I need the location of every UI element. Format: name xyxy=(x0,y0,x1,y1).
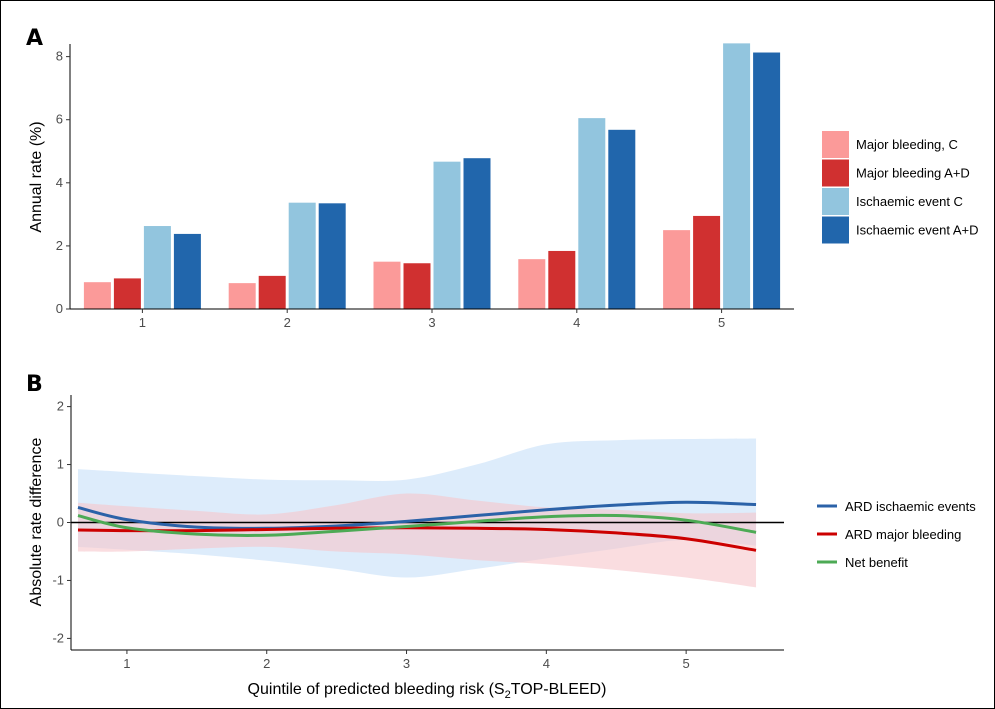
bar-q4-series-3 xyxy=(578,118,606,309)
panel-a-y-ticks: 0 2 4 6 8 xyxy=(56,49,70,316)
panel-b-y-ticks: -2 -1 0 1 2 xyxy=(52,399,71,645)
x-tick-label: 3 xyxy=(403,656,410,671)
bar-q4-series-2 xyxy=(548,250,576,309)
bar-q5-series-4 xyxy=(753,52,781,310)
y-tick-label: 4 xyxy=(56,175,63,190)
x-tick-label: 5 xyxy=(683,656,690,671)
bar-q1-series-3 xyxy=(143,226,171,309)
bar-q5-series-3 xyxy=(723,43,751,309)
x-tick-label: 2 xyxy=(284,315,291,330)
x-tick-label: 5 xyxy=(718,315,725,330)
legend-label-1: ARD ischaemic events xyxy=(845,499,976,514)
legend-swatch-2 xyxy=(822,159,849,187)
legend-swatch-4 xyxy=(822,216,849,244)
panel-a-bars xyxy=(83,43,781,310)
legend-label-3: Ischaemic event C xyxy=(856,194,963,209)
panel-a-legend: Major bleeding, C Major bleeding A+D Ischa… xyxy=(822,131,978,244)
series-line-1 xyxy=(77,500,757,530)
panel-a-bar-chart: 0 2 4 6 8 1 2 3 4 5 Annual rate (%) Major bleedi… xyxy=(28,43,978,330)
series-line-3 xyxy=(77,513,757,537)
y-tick-label: 0 xyxy=(57,515,64,530)
x-tick-label: 1 xyxy=(123,656,130,671)
bar-q3-series-3 xyxy=(433,161,461,309)
y-tick-label: 8 xyxy=(56,49,63,64)
y-tick-label: 1 xyxy=(57,457,64,472)
y-tick-label: -1 xyxy=(52,572,64,587)
bar-q3-series-2 xyxy=(403,263,431,309)
bar-q1-series-1 xyxy=(83,282,111,309)
y-tick-label: 0 xyxy=(56,301,63,316)
x-tick-label: 3 xyxy=(428,315,435,330)
panel-b-confidence-bands xyxy=(77,438,757,588)
bar-q2-series-3 xyxy=(288,202,316,309)
bar-q1-series-2 xyxy=(113,278,141,309)
panel-a-x-ticks: 1 2 3 4 5 xyxy=(139,309,725,330)
legend-label-1: Major bleeding, C xyxy=(856,137,958,152)
panel-b-letter: B xyxy=(26,372,43,397)
legend-label-4: Ischaemic event A+D xyxy=(856,223,978,238)
panel-b-lines xyxy=(77,500,757,552)
panel-b-legend: ARD ischaemic events ARD major bleeding Ne… xyxy=(817,499,976,570)
bar-q2-series-1 xyxy=(228,283,256,309)
legend-swatch-1 xyxy=(822,131,849,158)
panel-b-x-axis-title: Quintile of predicted bleeding risk (S2T… xyxy=(248,681,607,701)
bar-q3-series-4 xyxy=(463,158,491,309)
bar-q5-series-2 xyxy=(693,215,721,309)
y-tick-label: 2 xyxy=(57,399,64,414)
legend-label-3: Net benefit xyxy=(845,555,908,570)
panel-b-x-ticks: 1 2 3 4 5 xyxy=(123,650,690,671)
panel-b-y-axis-title: Absolute rate difference xyxy=(28,438,45,607)
bar-q4-series-4 xyxy=(608,129,636,309)
bar-q5-series-1 xyxy=(663,230,691,309)
legend-label-2: ARD major bleeding xyxy=(845,527,961,542)
y-tick-label: 2 xyxy=(56,238,63,253)
x-tick-label: 2 xyxy=(263,656,270,671)
y-tick-label: -2 xyxy=(52,630,64,645)
bar-q1-series-4 xyxy=(173,233,201,309)
legend-label-2: Major bleeding A+D xyxy=(856,166,970,181)
panel-a-letter: A xyxy=(26,26,43,51)
panel-a-y-axis-title: Annual rate (%) xyxy=(28,121,45,232)
legend-swatch-3 xyxy=(822,188,849,215)
bar-q3-series-1 xyxy=(373,261,401,309)
bar-q2-series-2 xyxy=(258,275,286,309)
y-tick-label: 6 xyxy=(56,112,63,127)
bar-q2-series-4 xyxy=(318,203,346,309)
panel-b-line-chart: -2 -1 0 1 2 1 2 3 4 5 Absolute rate difference Q… xyxy=(28,395,976,701)
x-tick-label: 4 xyxy=(573,315,580,330)
x-tick-label: 4 xyxy=(543,656,550,671)
bar-q4-series-1 xyxy=(518,259,546,309)
x-tick-label: 1 xyxy=(139,315,146,330)
